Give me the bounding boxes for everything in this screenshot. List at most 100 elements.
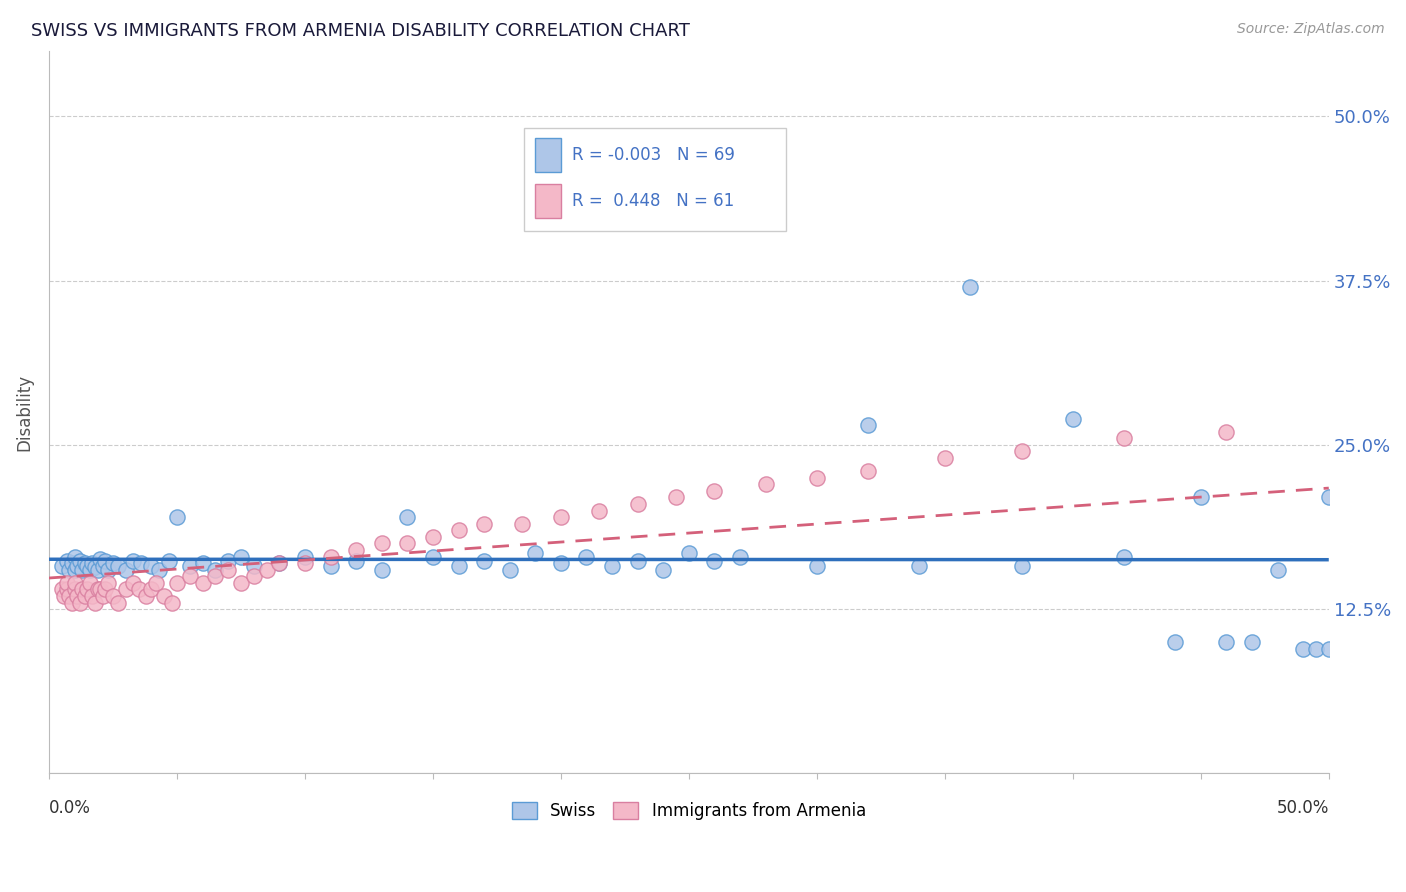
Point	[1112, 549, 1135, 564]
Point	[79, 575, 101, 590]
Point	[86, 563, 108, 577]
Point	[550, 556, 572, 570]
Point	[60, 556, 83, 570]
Point	[56, 553, 79, 567]
Point	[703, 553, 725, 567]
Point	[204, 569, 226, 583]
Point	[665, 491, 688, 505]
Point	[908, 558, 931, 573]
Point	[242, 569, 264, 583]
Text: R = -0.003   N = 69: R = -0.003 N = 69	[571, 146, 734, 164]
Point	[472, 516, 495, 531]
Point	[148, 563, 170, 577]
Point	[755, 477, 778, 491]
Point	[60, 596, 83, 610]
Point	[1317, 641, 1340, 656]
Point	[160, 596, 183, 610]
Text: Source: ZipAtlas.com: Source: ZipAtlas.com	[1237, 22, 1385, 37]
Point	[422, 549, 444, 564]
Point	[91, 558, 114, 573]
Legend: Swiss, Immigrants from Armenia: Swiss, Immigrants from Armenia	[505, 795, 873, 827]
Point	[217, 553, 239, 567]
Point	[63, 575, 86, 590]
Point	[73, 556, 96, 570]
Point	[1317, 491, 1340, 505]
Point	[294, 549, 316, 564]
Point	[1305, 641, 1327, 656]
Point	[107, 558, 129, 573]
Point	[959, 280, 981, 294]
Point	[396, 510, 419, 524]
Point	[157, 553, 180, 567]
Point	[627, 553, 650, 567]
Point	[1215, 635, 1237, 649]
Point	[294, 556, 316, 570]
Point	[53, 589, 76, 603]
Point	[550, 510, 572, 524]
Point	[269, 556, 291, 570]
Point	[1062, 411, 1084, 425]
Point	[652, 563, 675, 577]
Point	[856, 418, 879, 433]
Point	[63, 549, 86, 564]
Point	[229, 575, 252, 590]
Point	[1189, 491, 1212, 505]
Point	[129, 556, 152, 570]
Point	[472, 553, 495, 567]
Point	[728, 549, 751, 564]
Point	[51, 582, 73, 597]
Point	[344, 553, 367, 567]
Point	[107, 596, 129, 610]
Point	[70, 582, 93, 597]
Point	[94, 582, 117, 597]
Point	[91, 589, 114, 603]
Point	[82, 556, 104, 570]
Point	[135, 589, 157, 603]
Point	[191, 575, 214, 590]
Point	[89, 552, 111, 566]
Point	[76, 558, 98, 573]
FancyBboxPatch shape	[534, 138, 561, 172]
Point	[101, 556, 124, 570]
Point	[447, 558, 470, 573]
Point	[89, 582, 111, 597]
Point	[153, 589, 176, 603]
Point	[370, 563, 392, 577]
Point	[69, 553, 91, 567]
Point	[122, 575, 145, 590]
Point	[1240, 635, 1263, 649]
Point	[627, 497, 650, 511]
Point	[179, 569, 201, 583]
Point	[575, 549, 598, 564]
Point	[73, 589, 96, 603]
Point	[166, 575, 188, 590]
Point	[84, 560, 107, 574]
Point	[447, 524, 470, 538]
Point	[63, 582, 86, 597]
Point	[69, 596, 91, 610]
Point	[51, 558, 73, 573]
Point	[1292, 641, 1315, 656]
Point	[422, 530, 444, 544]
Point	[319, 549, 342, 564]
Point	[512, 516, 534, 531]
Point	[370, 536, 392, 550]
Point	[122, 553, 145, 567]
Text: 0.0%: 0.0%	[49, 799, 91, 817]
Point	[128, 582, 150, 597]
Point	[97, 575, 120, 590]
Point	[806, 471, 828, 485]
Point	[114, 563, 136, 577]
Point	[1164, 635, 1187, 649]
Point	[70, 563, 93, 577]
Point	[56, 575, 79, 590]
Text: 50.0%: 50.0%	[1277, 799, 1329, 817]
Point	[1267, 563, 1289, 577]
Point	[1011, 558, 1033, 573]
Point	[269, 556, 291, 570]
Point	[319, 558, 342, 573]
FancyBboxPatch shape	[534, 185, 561, 219]
Point	[82, 589, 104, 603]
Y-axis label: Disability: Disability	[15, 374, 32, 450]
Point	[242, 558, 264, 573]
